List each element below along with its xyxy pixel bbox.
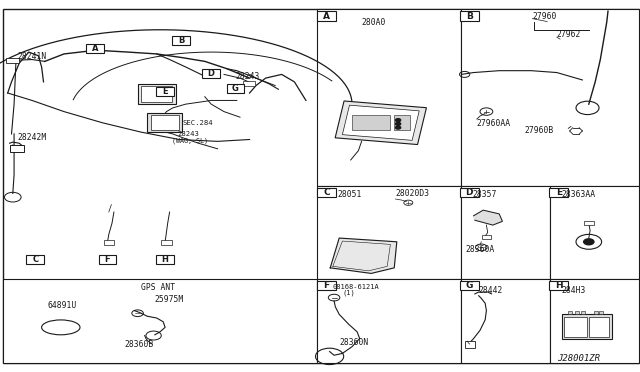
Bar (589, 317, 609, 337)
Bar (461, 186, 550, 279)
Bar (562, 314, 612, 339)
Bar (317, 187, 336, 197)
Text: F: F (105, 255, 110, 264)
Bar (86, 44, 104, 53)
Text: 64891U: 64891U (48, 301, 77, 310)
Bar (465, 341, 475, 348)
Bar (156, 87, 174, 96)
Text: E: E (163, 87, 168, 96)
Text: 28051: 28051 (338, 190, 362, 199)
Bar (138, 84, 176, 104)
Bar (550, 186, 639, 279)
Text: 28243: 28243 (178, 131, 200, 137)
Bar (10, 145, 24, 152)
Text: (1): (1) (342, 289, 355, 296)
Bar (550, 279, 639, 363)
Text: 28241N: 28241N (17, 52, 47, 61)
Bar (317, 279, 461, 363)
Bar (317, 9, 461, 186)
Circle shape (584, 239, 594, 245)
Bar (202, 69, 220, 78)
Text: 280A0: 280A0 (362, 18, 386, 27)
Bar (243, 81, 255, 86)
Bar (172, 36, 190, 45)
Bar (3, 279, 317, 363)
Bar (26, 255, 44, 264)
Text: E: E (556, 188, 562, 197)
Bar (99, 255, 116, 264)
Text: D: D (208, 69, 214, 78)
Text: 28360B: 28360B (125, 340, 154, 349)
Text: 27960B: 27960B (525, 126, 554, 135)
Bar (151, 115, 179, 130)
Circle shape (396, 126, 401, 129)
Bar (317, 280, 336, 290)
Text: 27960AA: 27960AA (477, 119, 511, 128)
Text: C: C (32, 255, 38, 264)
Bar (227, 84, 244, 93)
Text: D: D (465, 188, 473, 197)
Bar (461, 9, 639, 186)
Bar (594, 311, 598, 314)
Text: 28242M: 28242M (17, 133, 47, 142)
Text: G: G (465, 281, 473, 290)
Bar (460, 187, 479, 197)
Text: 27960: 27960 (532, 12, 557, 21)
Text: 08168-6121A: 08168-6121A (333, 284, 380, 290)
Text: 28357: 28357 (472, 190, 497, 199)
Polygon shape (330, 238, 397, 273)
Text: 28243: 28243 (236, 72, 260, 81)
Bar (581, 311, 585, 314)
Text: A: A (92, 44, 98, 53)
Text: B: B (466, 12, 472, 20)
Text: 28442: 28442 (479, 286, 503, 295)
Text: F: F (323, 281, 330, 290)
Text: C: C (323, 188, 330, 197)
Text: 284H3: 284H3 (562, 286, 586, 295)
Bar (460, 280, 479, 290)
Bar (599, 311, 603, 314)
Text: GPS ANT: GPS ANT (141, 283, 175, 292)
Circle shape (396, 119, 401, 122)
Text: B: B (178, 36, 184, 45)
Bar (460, 12, 479, 21)
Bar (575, 311, 579, 314)
Bar (564, 317, 587, 337)
Bar (6, 58, 19, 63)
Bar (317, 186, 461, 279)
Bar (335, 101, 426, 145)
Text: J28001ZR: J28001ZR (557, 355, 600, 363)
Circle shape (396, 122, 401, 125)
Bar (568, 311, 572, 314)
Text: 27962: 27962 (557, 31, 581, 39)
Ellipse shape (42, 320, 80, 335)
Bar (394, 115, 410, 130)
Bar (584, 221, 594, 225)
Text: G: G (232, 84, 239, 93)
Bar (352, 115, 390, 130)
Bar (317, 12, 336, 21)
Text: 28360N: 28360N (339, 338, 369, 347)
Bar (161, 240, 172, 245)
Bar (482, 235, 491, 239)
Bar (549, 187, 568, 197)
Text: 28360A: 28360A (466, 245, 495, 254)
Text: 25975M: 25975M (155, 295, 184, 304)
Text: A: A (323, 12, 330, 20)
Bar (549, 280, 568, 290)
Polygon shape (474, 210, 502, 225)
Text: 28363AA: 28363AA (562, 190, 596, 199)
Text: 28020D3: 28020D3 (396, 189, 429, 198)
Bar (156, 255, 174, 264)
Bar (461, 279, 550, 363)
Text: H: H (555, 281, 563, 290)
Text: H: H (162, 255, 168, 264)
Bar (104, 240, 114, 245)
Text: SEC.284: SEC.284 (182, 120, 213, 126)
Bar (147, 113, 182, 132)
Bar (141, 86, 172, 102)
Bar (342, 105, 419, 140)
Text: (WAG, SL): (WAG, SL) (172, 137, 207, 144)
